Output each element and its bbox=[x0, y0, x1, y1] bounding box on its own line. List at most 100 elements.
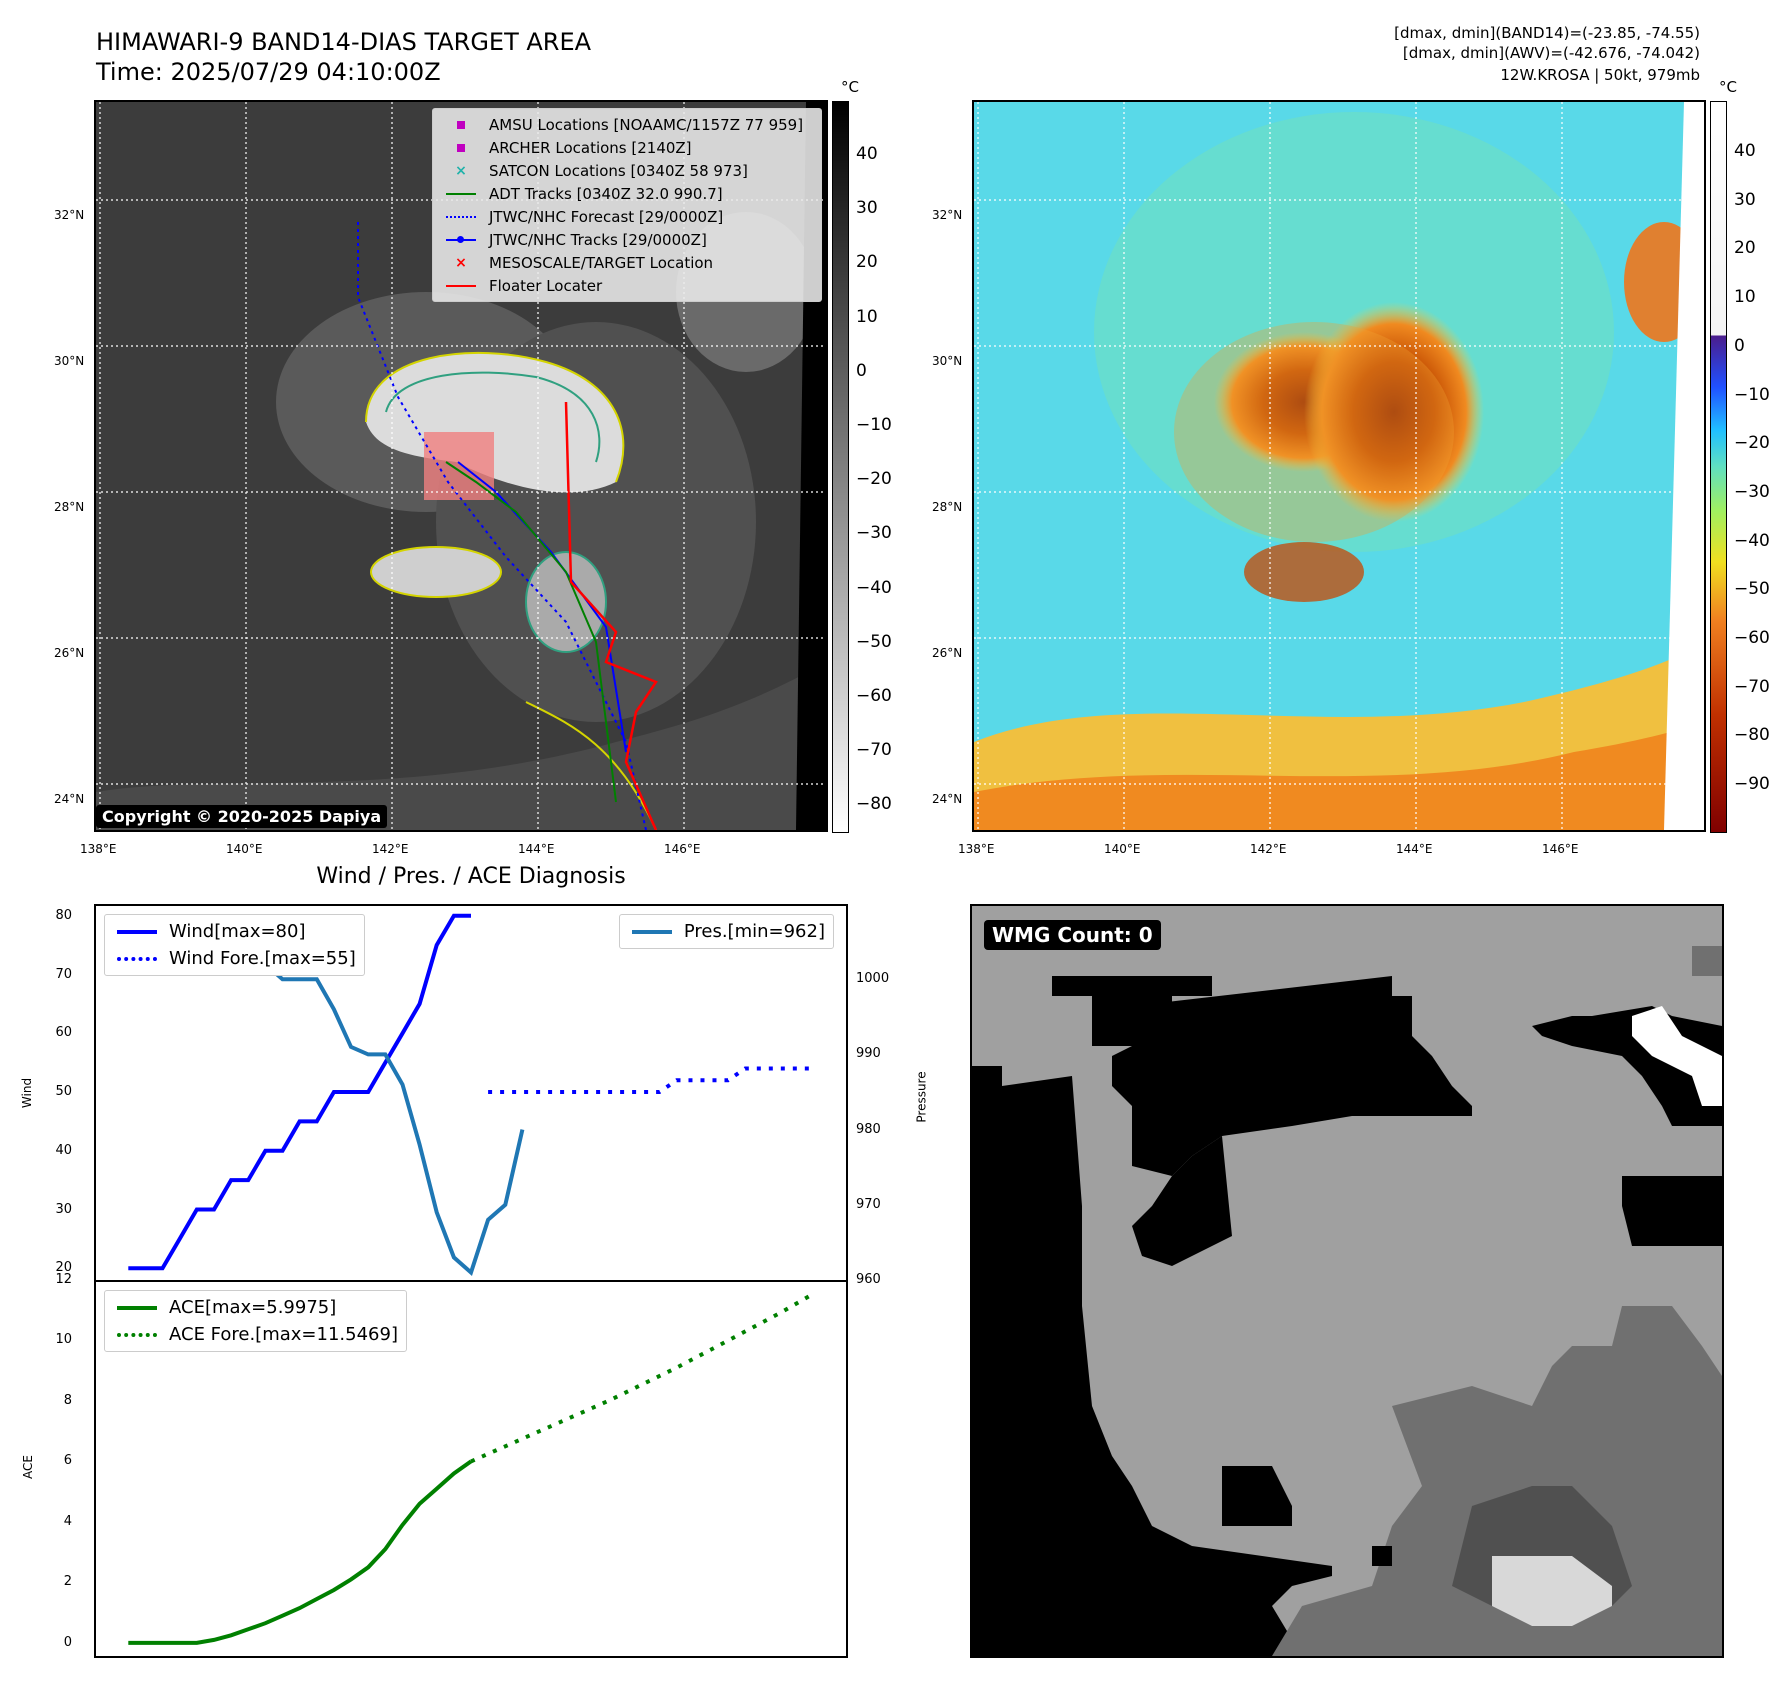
colorbar-tick-label: −30 bbox=[856, 523, 892, 544]
colorbar-tick-label: 40 bbox=[856, 144, 878, 164]
lat-tick: 30°N bbox=[54, 354, 85, 368]
colorbar-tick-label: −30 bbox=[1734, 481, 1770, 502]
awv-gridlines bbox=[974, 102, 1704, 830]
colorbar-tick-label: −20 bbox=[1734, 433, 1770, 454]
colorbar-tick-label: −10 bbox=[856, 415, 892, 435]
pressure-tick-label: 970 bbox=[856, 1196, 881, 1212]
wind-tick-label: 30 bbox=[55, 1201, 72, 1217]
solid-line-icon bbox=[113, 1301, 161, 1315]
solid-line-icon bbox=[441, 187, 481, 201]
lon-tick: 140°E bbox=[226, 842, 263, 856]
lon-tick: 142°E bbox=[1250, 842, 1287, 856]
solid-line-icon bbox=[628, 925, 676, 939]
wind-forecast-line bbox=[488, 1066, 814, 1094]
lon-tick: 142°E bbox=[372, 842, 409, 856]
wind-tick-label: 20 bbox=[55, 1260, 72, 1276]
lon-tick: 146°E bbox=[1542, 842, 1579, 856]
colorbar-tick-label: −80 bbox=[1734, 725, 1770, 746]
dotted-line-icon bbox=[113, 952, 161, 966]
lat-tick: 32°N bbox=[932, 208, 963, 222]
colorbar-tick-label: 0 bbox=[1734, 335, 1745, 356]
map-legend: AMSU Locations [NOAAMC/1157Z 77 959] ARC… bbox=[432, 108, 822, 302]
diag-title: Wind / Pres. / ACE Diagnosis bbox=[316, 864, 626, 889]
awv-colorbar bbox=[1710, 101, 1727, 833]
storm-info: 12W.KROSA | 50kt, 979mb bbox=[1500, 66, 1700, 84]
legend-item-satcon: × SATCON Locations [0340Z 58 973] bbox=[441, 159, 813, 182]
figure-time: Time: 2025/07/29 04:10:00Z bbox=[96, 58, 441, 86]
lat-tick: 28°N bbox=[54, 500, 85, 514]
legend-item-jtwc-tracks: JTWC/NHC Tracks [29/0000Z] bbox=[441, 228, 813, 251]
ace-legend: ACE[max=5.9975] ACE Fore.[max=11.5469] bbox=[104, 1290, 407, 1352]
lat-tick: 24°N bbox=[54, 792, 85, 806]
dmax-awv: [dmax, dmin](AWV)=(-42.676, -74.042) bbox=[1402, 44, 1700, 62]
colorbar-tick-label: −60 bbox=[856, 686, 892, 706]
lat-tick: 26°N bbox=[932, 646, 963, 660]
colorbar-tick-label: 40 bbox=[1734, 141, 1756, 161]
lat-tick: 24°N bbox=[932, 792, 963, 806]
lat-tick: 32°N bbox=[54, 208, 85, 222]
square-marker-icon bbox=[441, 118, 481, 132]
colorbar-tick-label: 10 bbox=[856, 306, 878, 327]
solid-line-icon bbox=[113, 925, 161, 939]
wind-line bbox=[128, 913, 471, 1271]
pressure-legend: Pres.[min=962] bbox=[618, 914, 834, 949]
ir-colorbar-unit: °C bbox=[841, 78, 859, 96]
legend-ace-forecast: ACE Fore.[max=11.5469] bbox=[113, 1321, 398, 1348]
pressure-tick-label: 960 bbox=[856, 1272, 881, 1287]
awv-colorbar-unit: °C bbox=[1719, 78, 1737, 96]
lon-tick: 138°E bbox=[80, 842, 117, 856]
pressure-axis-label: Pressure bbox=[914, 1071, 929, 1123]
ir-colorbar bbox=[832, 101, 849, 833]
ace-tick-label: 10 bbox=[55, 1332, 72, 1348]
awv-map-image bbox=[974, 102, 1704, 830]
wmg-image bbox=[972, 946, 1722, 1656]
wind-tick-label: 50 bbox=[55, 1084, 72, 1099]
lat-tick: 30°N bbox=[932, 354, 963, 368]
colorbar-tick-label: −60 bbox=[1734, 628, 1770, 648]
x-marker-icon: × bbox=[455, 162, 467, 179]
legend-pressure: Pres.[min=962] bbox=[628, 918, 825, 945]
colorbar-tick-label: −10 bbox=[1734, 384, 1770, 405]
wind-tick-label: 80 bbox=[55, 907, 72, 923]
square-marker-icon bbox=[441, 141, 481, 155]
colorbar-tick-label: −20 bbox=[856, 469, 892, 490]
wind-tick-label: 40 bbox=[55, 1142, 72, 1158]
colorbar-tick-label: −50 bbox=[1734, 579, 1770, 600]
pressure-tick-label: 980 bbox=[856, 1121, 881, 1137]
legend-ace: ACE[max=5.9975] bbox=[113, 1294, 398, 1321]
ace-tick-label: 0 bbox=[63, 1634, 72, 1650]
line-dot-icon bbox=[441, 233, 481, 247]
colorbar-tick-label: −40 bbox=[1734, 530, 1770, 551]
ace-tick-label: 8 bbox=[63, 1392, 72, 1408]
colorbar-tick-label: −70 bbox=[856, 740, 892, 761]
legend-item-archer: ARCHER Locations [2140Z] bbox=[441, 136, 813, 159]
legend-item-amsu: AMSU Locations [NOAAMC/1157Z 77 959] bbox=[441, 113, 813, 136]
legend-item-jtwc-forecast: JTWC/NHC Forecast [29/0000Z] bbox=[441, 205, 813, 228]
ace-tick-label: 12 bbox=[55, 1272, 72, 1287]
wmg-panel: WMG Count: 0 bbox=[970, 904, 1724, 1658]
wind-axis-label: Wind bbox=[20, 1077, 35, 1109]
ace-tick-label: 2 bbox=[63, 1574, 72, 1590]
wind-tick-label: 60 bbox=[55, 1025, 72, 1041]
ace-line bbox=[128, 1459, 473, 1645]
colorbar-tick-label: 20 bbox=[856, 252, 878, 273]
wmg-count: WMG Count: 0 bbox=[984, 920, 1161, 950]
lon-tick: 144°E bbox=[518, 842, 555, 856]
legend-item-floater: Floater Locater bbox=[441, 274, 813, 297]
diag-lines bbox=[128, 913, 815, 1645]
pressure-tick-label: 990 bbox=[856, 1046, 881, 1062]
colorbar-tick-label: 20 bbox=[1734, 238, 1756, 259]
lat-tick: 26°N bbox=[54, 646, 85, 660]
ace-forecast-line bbox=[470, 1291, 815, 1464]
copyright-label: Copyright © 2020-2025 Dapiya bbox=[96, 805, 388, 828]
legend-item-adt: ADT Tracks [0340Z 32.0 990.7] bbox=[441, 182, 813, 205]
ace-tick-label: 4 bbox=[63, 1513, 72, 1529]
figure-title: HIMAWARI-9 BAND14-DIAS TARGET AREA bbox=[96, 28, 592, 56]
colorbar-tick-label: −90 bbox=[1734, 774, 1770, 795]
legend-wind: Wind[max=80] bbox=[113, 918, 356, 945]
ace-axis-label: ACE bbox=[20, 1455, 35, 1479]
colorbar-tick-label: −70 bbox=[1734, 676, 1770, 697]
colorbar-tick-label: 30 bbox=[856, 198, 878, 219]
colorbar-tick-label: 10 bbox=[1734, 287, 1756, 308]
lat-tick: 28°N bbox=[932, 500, 963, 514]
